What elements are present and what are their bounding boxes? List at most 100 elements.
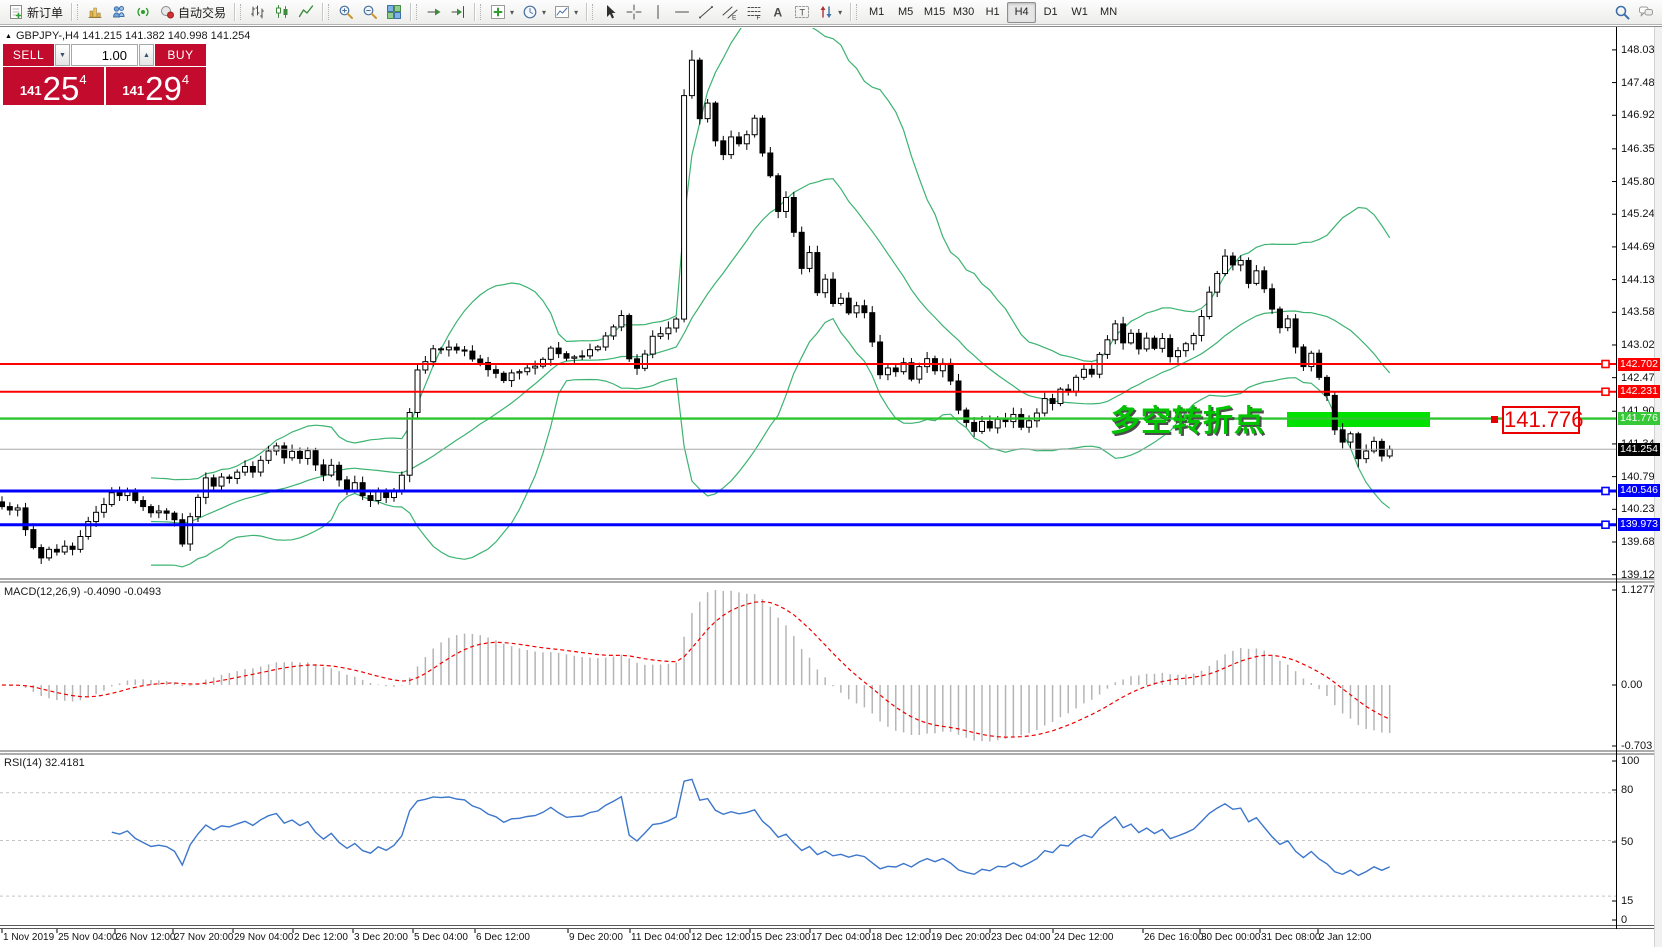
fibonacci-icon: F: [747, 7, 761, 20]
time-axis-label: 18 Dec 12:00: [871, 932, 931, 943]
time-axis-label: 17 Dec 04:00: [811, 932, 871, 943]
new-order-button[interactable]: 新订单: [4, 2, 67, 22]
lot-size-input[interactable]: 1.00: [71, 44, 138, 66]
autotrading-icon: [161, 6, 175, 19]
timeframe-button-h1[interactable]: H1: [985, 6, 1000, 18]
ask-price-pip: 4: [181, 72, 190, 87]
svg-text:A: A: [774, 6, 783, 20]
tile-windows-icon: [387, 5, 402, 19]
vline-icon: [657, 5, 659, 19]
toolbar-separator: [322, 3, 324, 21]
text-a-icon: A: [774, 6, 783, 20]
chat-icon: [1639, 6, 1653, 17]
zoom-in-button[interactable]: [334, 2, 358, 22]
bid-price-box[interactable]: 141 25 4: [3, 67, 104, 105]
timeframe-button-m15[interactable]: M15: [923, 6, 946, 18]
dropdown-arrow-icon[interactable]: ▾: [510, 7, 515, 17]
lot-decrease-button[interactable]: ▼: [55, 44, 70, 66]
indicators-button[interactable]: ▾: [486, 2, 518, 22]
timeframe-button-w1[interactable]: W1: [1071, 6, 1088, 18]
price-axis-label: 139.125: [1621, 568, 1661, 581]
templates-button[interactable]: ▾: [550, 2, 582, 22]
fibonacci-button[interactable]: F: [742, 2, 766, 22]
gold-chart-icon: [88, 7, 102, 18]
trendline-button[interactable]: [694, 2, 718, 22]
timeframe-button-mn[interactable]: MN: [1100, 6, 1118, 18]
timeframe-button-m5[interactable]: M5: [897, 6, 914, 18]
rsi-pane: [0, 778, 1616, 897]
cursor-button[interactable]: [598, 2, 622, 22]
chat-button[interactable]: [1634, 2, 1658, 22]
candlesticks: [0, 50, 1393, 564]
lot-increase-button[interactable]: ▲: [139, 44, 154, 66]
line-chart-button[interactable]: [294, 2, 318, 22]
text-button[interactable]: A: [766, 2, 790, 22]
collapse-triangle-icon[interactable]: ▲: [5, 32, 12, 40]
one-click-trading-panel: SELL ▼ 1.00 ▲ BUY 141 25 4 141 29 4: [3, 44, 206, 105]
price-axis-label: 140.790: [1621, 470, 1661, 483]
price-axis-label: 143.580: [1621, 306, 1661, 319]
candles-chart-icon: [276, 5, 288, 18]
new-chart-button[interactable]: [83, 2, 107, 22]
periods-button[interactable]: ▾: [518, 2, 550, 22]
price-callout-label[interactable]: 141.776: [1502, 406, 1584, 434]
autotrading-button[interactable]: 自动交易: [155, 2, 230, 22]
label-button[interactable]: T: [790, 2, 814, 22]
crosshair-button[interactable]: [622, 2, 646, 22]
chart-shift-button[interactable]: [446, 2, 470, 22]
market-watch-button[interactable]: [107, 2, 131, 22]
time-axis-label: 15 Dec 23:00: [751, 932, 811, 943]
zoom-out-button[interactable]: [358, 2, 382, 22]
toolbar-separator: [474, 3, 476, 21]
bar-chart-button[interactable]: [246, 2, 270, 22]
hline-icon: [675, 11, 690, 13]
indicator-axis-label: 0.00: [1621, 679, 1643, 691]
rsi-line: [111, 778, 1390, 877]
support-line-2-marker[interactable]: [1601, 520, 1610, 530]
timeframe-button-d1[interactable]: D1: [1043, 6, 1058, 18]
toolbar-separator: [850, 3, 852, 21]
toolbar-grip: [240, 4, 243, 20]
candlestick-chart-button[interactable]: [270, 2, 294, 22]
indicator-axis-label: 50: [1621, 836, 1634, 848]
search-button[interactable]: [1610, 2, 1634, 22]
resistance-line-2-marker[interactable]: [1601, 387, 1610, 397]
toolbar-separator: [586, 3, 588, 21]
price-axis-label: 142.470: [1621, 371, 1661, 384]
buy-button[interactable]: BUY: [155, 44, 206, 66]
vertical-line-button[interactable]: [646, 2, 670, 22]
indicator-axis-label: 80: [1621, 784, 1634, 796]
price-axis-label: 146.925: [1621, 109, 1661, 122]
price-axis-label: 145.245: [1621, 208, 1661, 221]
svg-text:T: T: [800, 8, 806, 18]
line-chart-icon: [298, 5, 314, 18]
time-axis-label: 25 Nov 04:00: [58, 932, 118, 943]
macd-signal-line: [1, 600, 1390, 738]
timeframe-button-m1[interactable]: M1: [868, 6, 885, 18]
resistance-line-1-marker[interactable]: [1601, 359, 1610, 369]
new-order-button-label: 新订单: [27, 5, 64, 20]
horizontal-line-button[interactable]: [670, 2, 694, 22]
dropdown-arrow-icon[interactable]: ▾: [838, 7, 843, 17]
channel-button[interactable]: E: [718, 2, 742, 22]
support-line-1-marker[interactable]: [1601, 486, 1610, 496]
ask-price-box[interactable]: 141 29 4: [105, 67, 206, 105]
signals-button[interactable]: [131, 2, 155, 22]
price-badge-139.973: 139.973: [1618, 518, 1660, 532]
timeframe-button-m30[interactable]: M30: [952, 6, 975, 18]
auto-scroll-icon: [427, 8, 441, 16]
auto-scroll-button[interactable]: [422, 2, 446, 22]
price-badge-142.702: 142.702: [1618, 357, 1660, 371]
new-order-icon: [10, 5, 22, 19]
arrows-button[interactable]: ▾: [814, 2, 846, 22]
price-axis-label: 148.035: [1621, 43, 1661, 56]
time-axis-label: 2 Jan 12:00: [1319, 932, 1372, 943]
sell-button[interactable]: SELL: [3, 44, 54, 66]
time-axis-label: 1 Nov 2019: [3, 932, 55, 943]
tile-windows-button[interactable]: [382, 2, 406, 22]
timeframe-button-h4[interactable]: H4: [1007, 1, 1037, 23]
dropdown-arrow-icon[interactable]: ▾: [542, 7, 547, 17]
axis-ticks: [1, 49, 1616, 933]
price-axis-label: 140.235: [1621, 503, 1661, 516]
dropdown-arrow-icon[interactable]: ▾: [574, 7, 579, 17]
